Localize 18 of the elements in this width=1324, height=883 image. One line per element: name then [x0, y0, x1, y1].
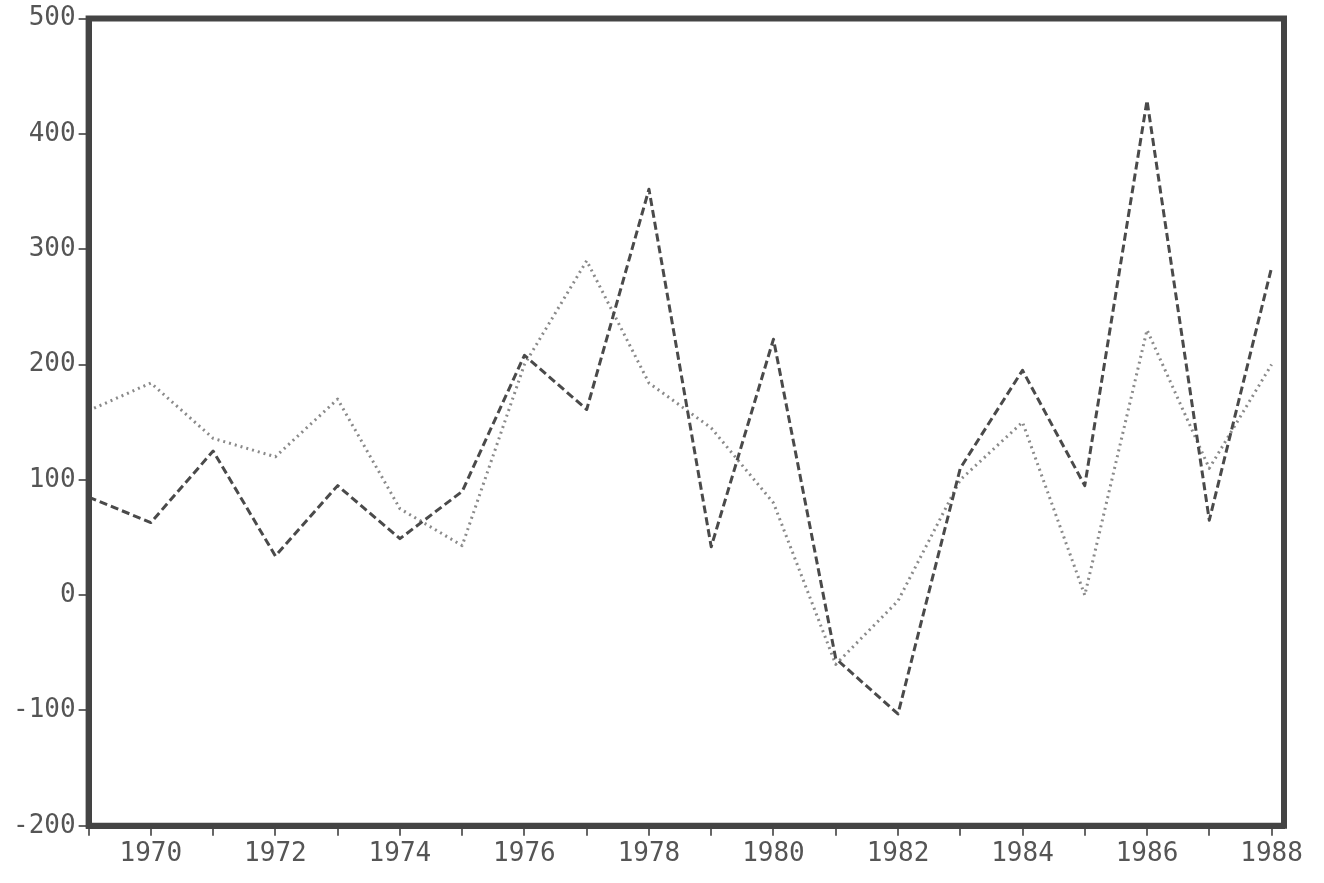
y-tick-label: 500	[28, 1, 76, 32]
x-tick-label: 1980	[742, 837, 805, 868]
y-tick-label: 100	[28, 462, 76, 493]
x-tick-label: 1976	[493, 837, 556, 868]
x-tick-label: 1986	[1115, 837, 1179, 868]
y-tick-label: 400	[28, 116, 76, 147]
y-tick-label: -100	[12, 693, 76, 724]
x-tick-label: 1982	[866, 837, 930, 868]
y-tick-label: -200	[12, 808, 76, 839]
x-tick-label: 1984	[991, 837, 1054, 868]
y-tick-label: 0	[59, 577, 76, 608]
x-tick-label: 1978	[617, 837, 681, 868]
x-tick-label: 1988	[1240, 837, 1303, 868]
x-tick-label: 1970	[119, 837, 183, 868]
x-tick-label: 1974	[368, 837, 432, 868]
y-tick-label: 200	[28, 347, 76, 378]
x-tick-label: 1972	[244, 837, 307, 868]
y-tick-label: 300	[28, 231, 76, 262]
